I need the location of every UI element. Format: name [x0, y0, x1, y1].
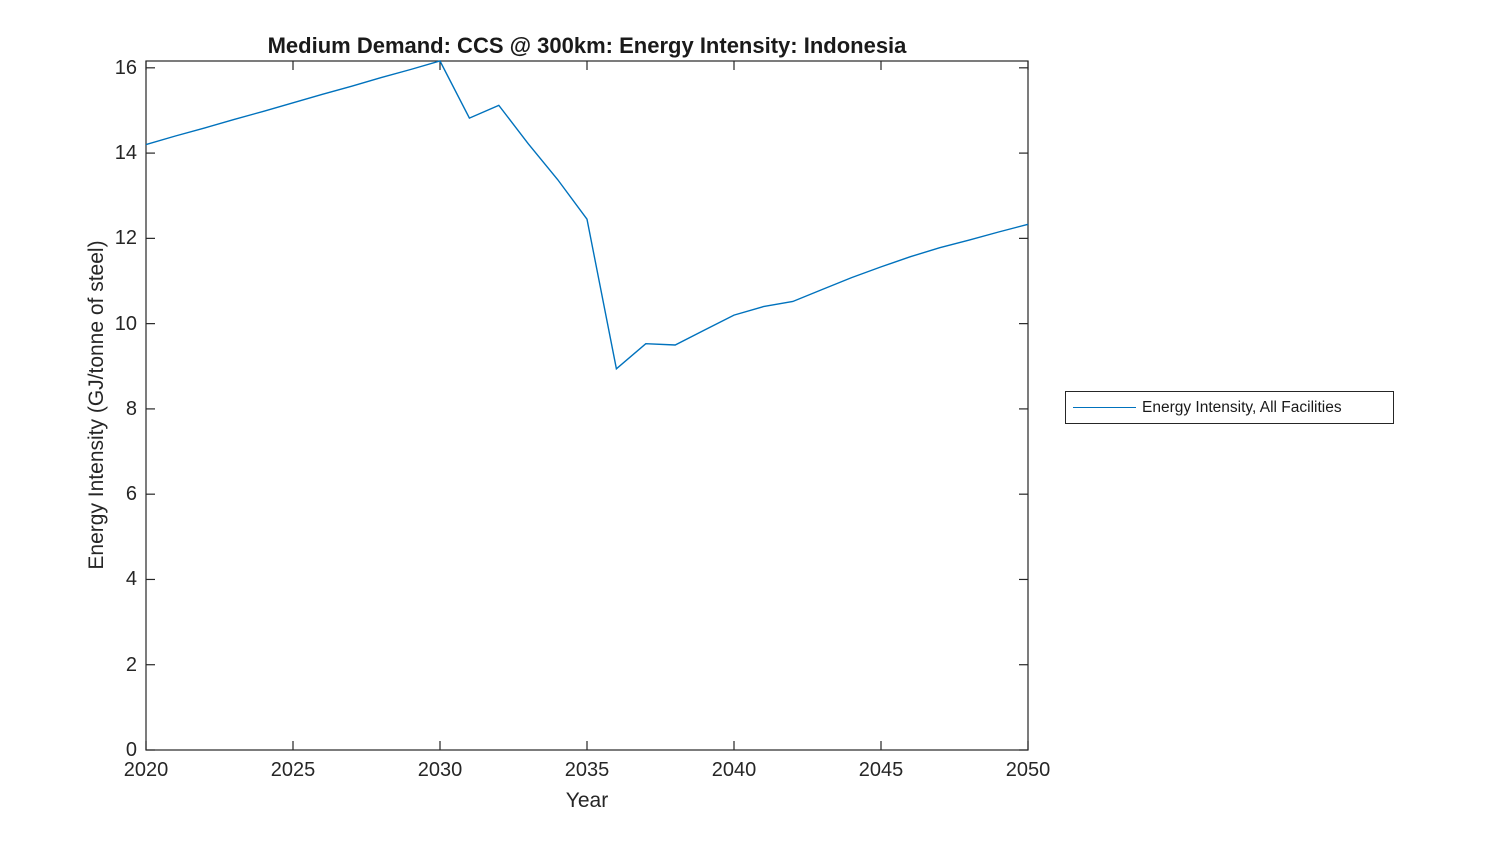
legend-line-sample: [1073, 407, 1136, 408]
y-tick-label: 12: [114, 227, 137, 250]
y-tick-label: 10: [114, 312, 137, 335]
x-tick-label: 2045: [858, 759, 904, 781]
y-tick-label: 2: [125, 653, 137, 676]
y-axis-label: Energy Intensity (GJ/tonne of steel): [85, 240, 108, 570]
y-tick-label: 0: [125, 739, 137, 761]
chart-title: Medium Demand: CCS @ 300km: Energy Inten…: [267, 33, 907, 58]
x-tick-label: 2030: [417, 759, 463, 781]
x-tick-label: 2040: [711, 759, 757, 781]
y-tick-label: 16: [114, 56, 137, 79]
x-tick-label: 2050: [1005, 759, 1051, 781]
x-tick-label: 2035: [564, 759, 610, 781]
y-tick-label: 4: [125, 568, 137, 591]
y-tick-label: 8: [125, 397, 137, 420]
y-tick-label: 14: [114, 142, 137, 165]
legend: Energy Intensity, All Facilities: [1065, 391, 1394, 424]
legend-entry-label: Energy Intensity, All Facilities: [1142, 398, 1342, 416]
x-tick-label: 2025: [270, 759, 316, 781]
x-axis-label: Year: [565, 789, 609, 812]
y-tick-label: 6: [125, 483, 137, 506]
x-tick-label: 2020: [123, 759, 169, 781]
